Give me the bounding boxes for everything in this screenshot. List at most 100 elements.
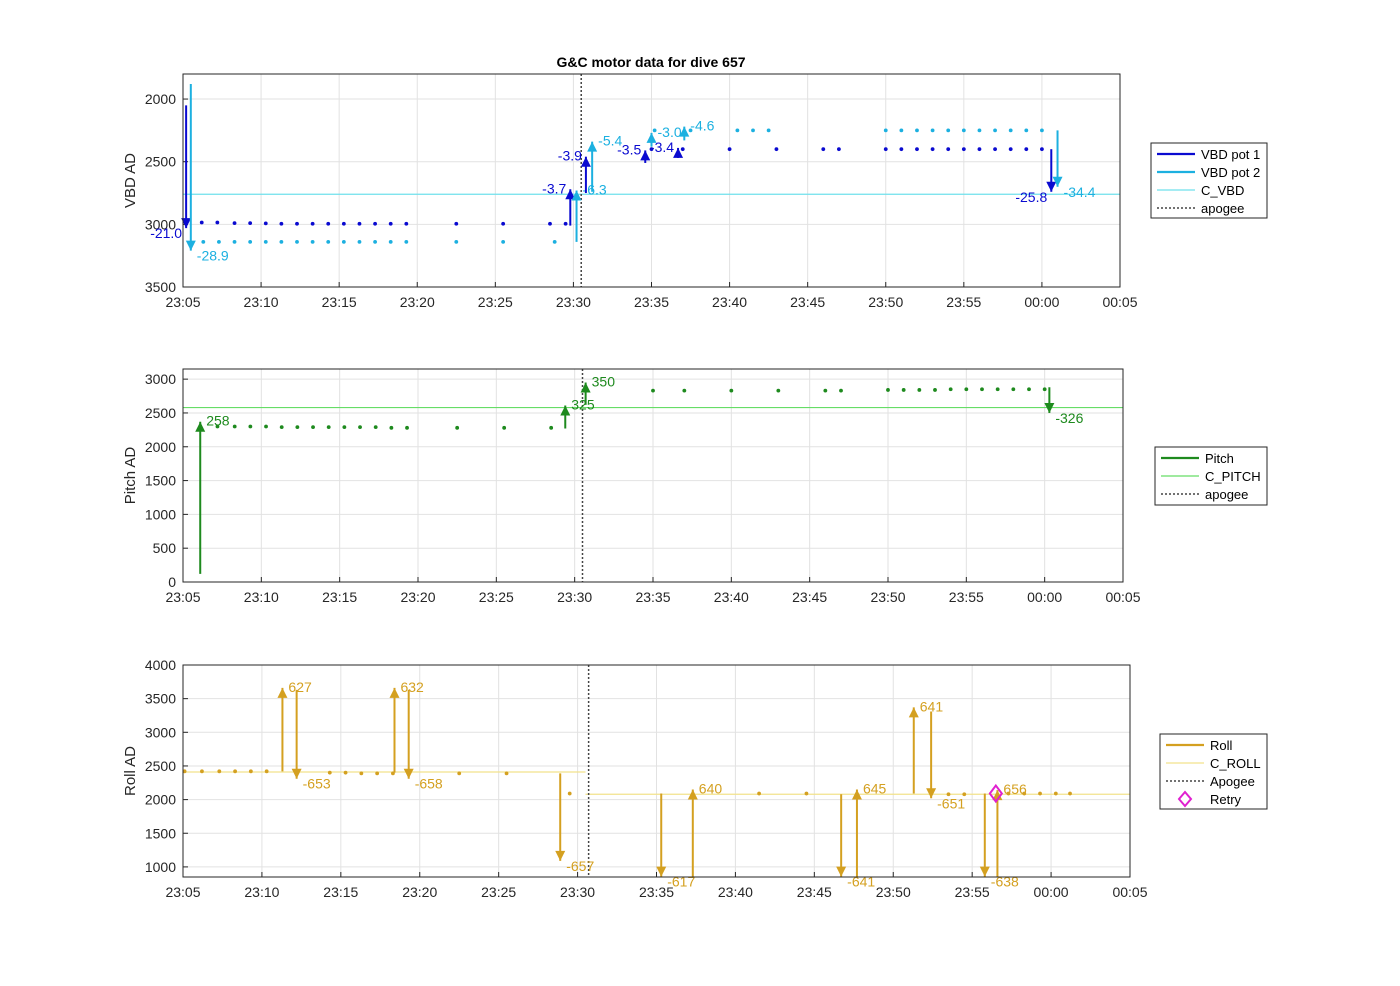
vbd-data-point <box>821 147 826 152</box>
pitch-axes-border <box>182 368 1124 583</box>
vbd-data-point <box>215 220 220 225</box>
roll-move-arrow-head <box>389 687 400 698</box>
vbd-xtick-label: 23:40 <box>712 294 747 310</box>
pitch-legend-box <box>1154 446 1268 506</box>
vbd-move-arrow-head <box>181 218 192 229</box>
vbd-data-point <box>341 239 346 244</box>
pitch-move-label: 258 <box>206 413 230 429</box>
pitch-xtick-label: 23:40 <box>714 589 749 605</box>
roll-xtick-label: 23:10 <box>244 884 279 900</box>
vbd-data-point <box>1024 147 1029 152</box>
roll-legend-label: Retry <box>1210 792 1242 807</box>
pitch-data-point <box>549 425 554 430</box>
vbd-legend-label: VBD pot 2 <box>1201 165 1260 180</box>
pitch-move-label: 325 <box>571 397 595 413</box>
vbd-data-point <box>326 239 331 244</box>
roll-data-point <box>804 791 809 796</box>
vbd-data-point <box>501 239 506 244</box>
panel-vbd: 23:05 23:10 23:15 23:20 23:25 23:30 23:35 23:40… <box>122 73 1268 310</box>
vbd-move-label: -3.4 <box>650 139 674 155</box>
roll-data-point <box>264 769 269 774</box>
pitch-data-point <box>264 424 268 429</box>
pitch-data-point <box>1042 387 1047 392</box>
roll-move-arrow-head <box>851 789 862 800</box>
vbd-data-point <box>1008 147 1013 152</box>
vbd-data-point <box>727 147 732 152</box>
roll-data-point <box>1068 791 1072 796</box>
pitch-xtick-label: 23:45 <box>792 589 827 605</box>
roll-data-point <box>757 791 761 796</box>
pitch-data-point <box>823 388 828 393</box>
vbd-move-label: -6.3 <box>583 182 607 198</box>
vbd-legend-box <box>1150 142 1268 219</box>
pitch-data-point <box>886 388 890 392</box>
vbd-move-arrow-head <box>587 141 598 152</box>
pitch-ytick-label: 500 <box>153 540 177 556</box>
roll-legend-label: Roll <box>1210 738 1233 753</box>
vbd-move-arrow-head <box>673 147 684 158</box>
vbd-data-point <box>652 128 657 133</box>
pitch-data-point <box>455 425 460 430</box>
vbd-data-point <box>263 239 268 244</box>
vbd-data-point <box>563 221 568 226</box>
vbd-xtick-label: 23:35 <box>634 294 669 310</box>
vbd-data-point <box>404 239 409 244</box>
roll-move-arrow-head <box>687 789 698 800</box>
vbd-data-point <box>232 221 237 226</box>
roll-data-point <box>233 769 237 774</box>
pitch-legend-label: apogee <box>1205 487 1248 502</box>
pitch-move-arrow-head <box>195 421 206 432</box>
roll-xtick-label: 23:20 <box>402 884 437 900</box>
roll-move-label: -657 <box>566 858 594 874</box>
roll-ylabel: Roll AD <box>122 746 139 796</box>
pitch-ytick-label: 2500 <box>145 405 176 421</box>
roll-data-point <box>1022 791 1027 796</box>
vbd-data-point <box>883 147 888 152</box>
vbd-legend-label: C_VBD <box>1201 183 1244 198</box>
vbd-ytick-label: 3000 <box>145 216 176 232</box>
roll-data-point <box>359 771 364 776</box>
vbd-move-label: -21.0 <box>150 225 182 241</box>
pitch-move-arrow-head <box>1044 402 1055 413</box>
roll-move-label: 656 <box>1003 781 1027 797</box>
roll-data-point <box>946 792 951 797</box>
roll-xtick-label: 23:25 <box>481 884 516 900</box>
pitch-data-point <box>311 425 315 430</box>
roll-ytick-label: 4000 <box>145 657 176 673</box>
pitch-move-label: -326 <box>1055 410 1083 426</box>
vbd-data-point <box>915 128 919 133</box>
roll-data-point <box>182 769 187 774</box>
vbd-data-point <box>404 221 409 226</box>
pitch-data-point <box>326 425 331 430</box>
roll-data-point <box>1006 791 1011 796</box>
pitch-xtick-label: 00:05 <box>1105 589 1140 605</box>
vbd-data-point <box>930 147 935 152</box>
vbd-ytick-label: 3500 <box>145 279 176 295</box>
roll-move-label: -658 <box>415 776 443 792</box>
roll-xtick-label: 23:45 <box>797 884 832 900</box>
pitch-data-point <box>279 425 284 430</box>
vbd-data-point <box>326 221 331 226</box>
roll-xtick-label: 23:55 <box>955 884 990 900</box>
roll-move-arrow-head <box>908 707 919 718</box>
vbd-axes-border <box>182 73 1121 288</box>
pitch-data-point <box>948 387 953 392</box>
roll-ytick-label: 3500 <box>145 691 176 707</box>
vbd-data-point <box>1008 128 1013 133</box>
roll-data-point <box>375 771 380 776</box>
roll-move-arrow-head <box>403 768 414 779</box>
vbd-data-point <box>915 147 919 152</box>
vbd-xtick-label: 23:30 <box>556 294 591 310</box>
vbd-data-point <box>766 128 771 133</box>
vbd-data-point <box>1024 128 1029 133</box>
vbd-move-arrow-head <box>565 189 576 200</box>
vbd-data-point <box>248 221 253 226</box>
roll-move-label: -638 <box>991 874 1019 890</box>
vbd-move-arrow-head <box>679 126 690 137</box>
roll-xtick-label: 23:35 <box>639 884 674 900</box>
vbd-data-point <box>357 221 362 226</box>
pitch-legend-label: C_PITCH <box>1205 469 1261 484</box>
pitch-data-point <box>776 388 781 393</box>
vbd-data-point <box>649 147 654 152</box>
pitch-data-point <box>1027 387 1031 392</box>
